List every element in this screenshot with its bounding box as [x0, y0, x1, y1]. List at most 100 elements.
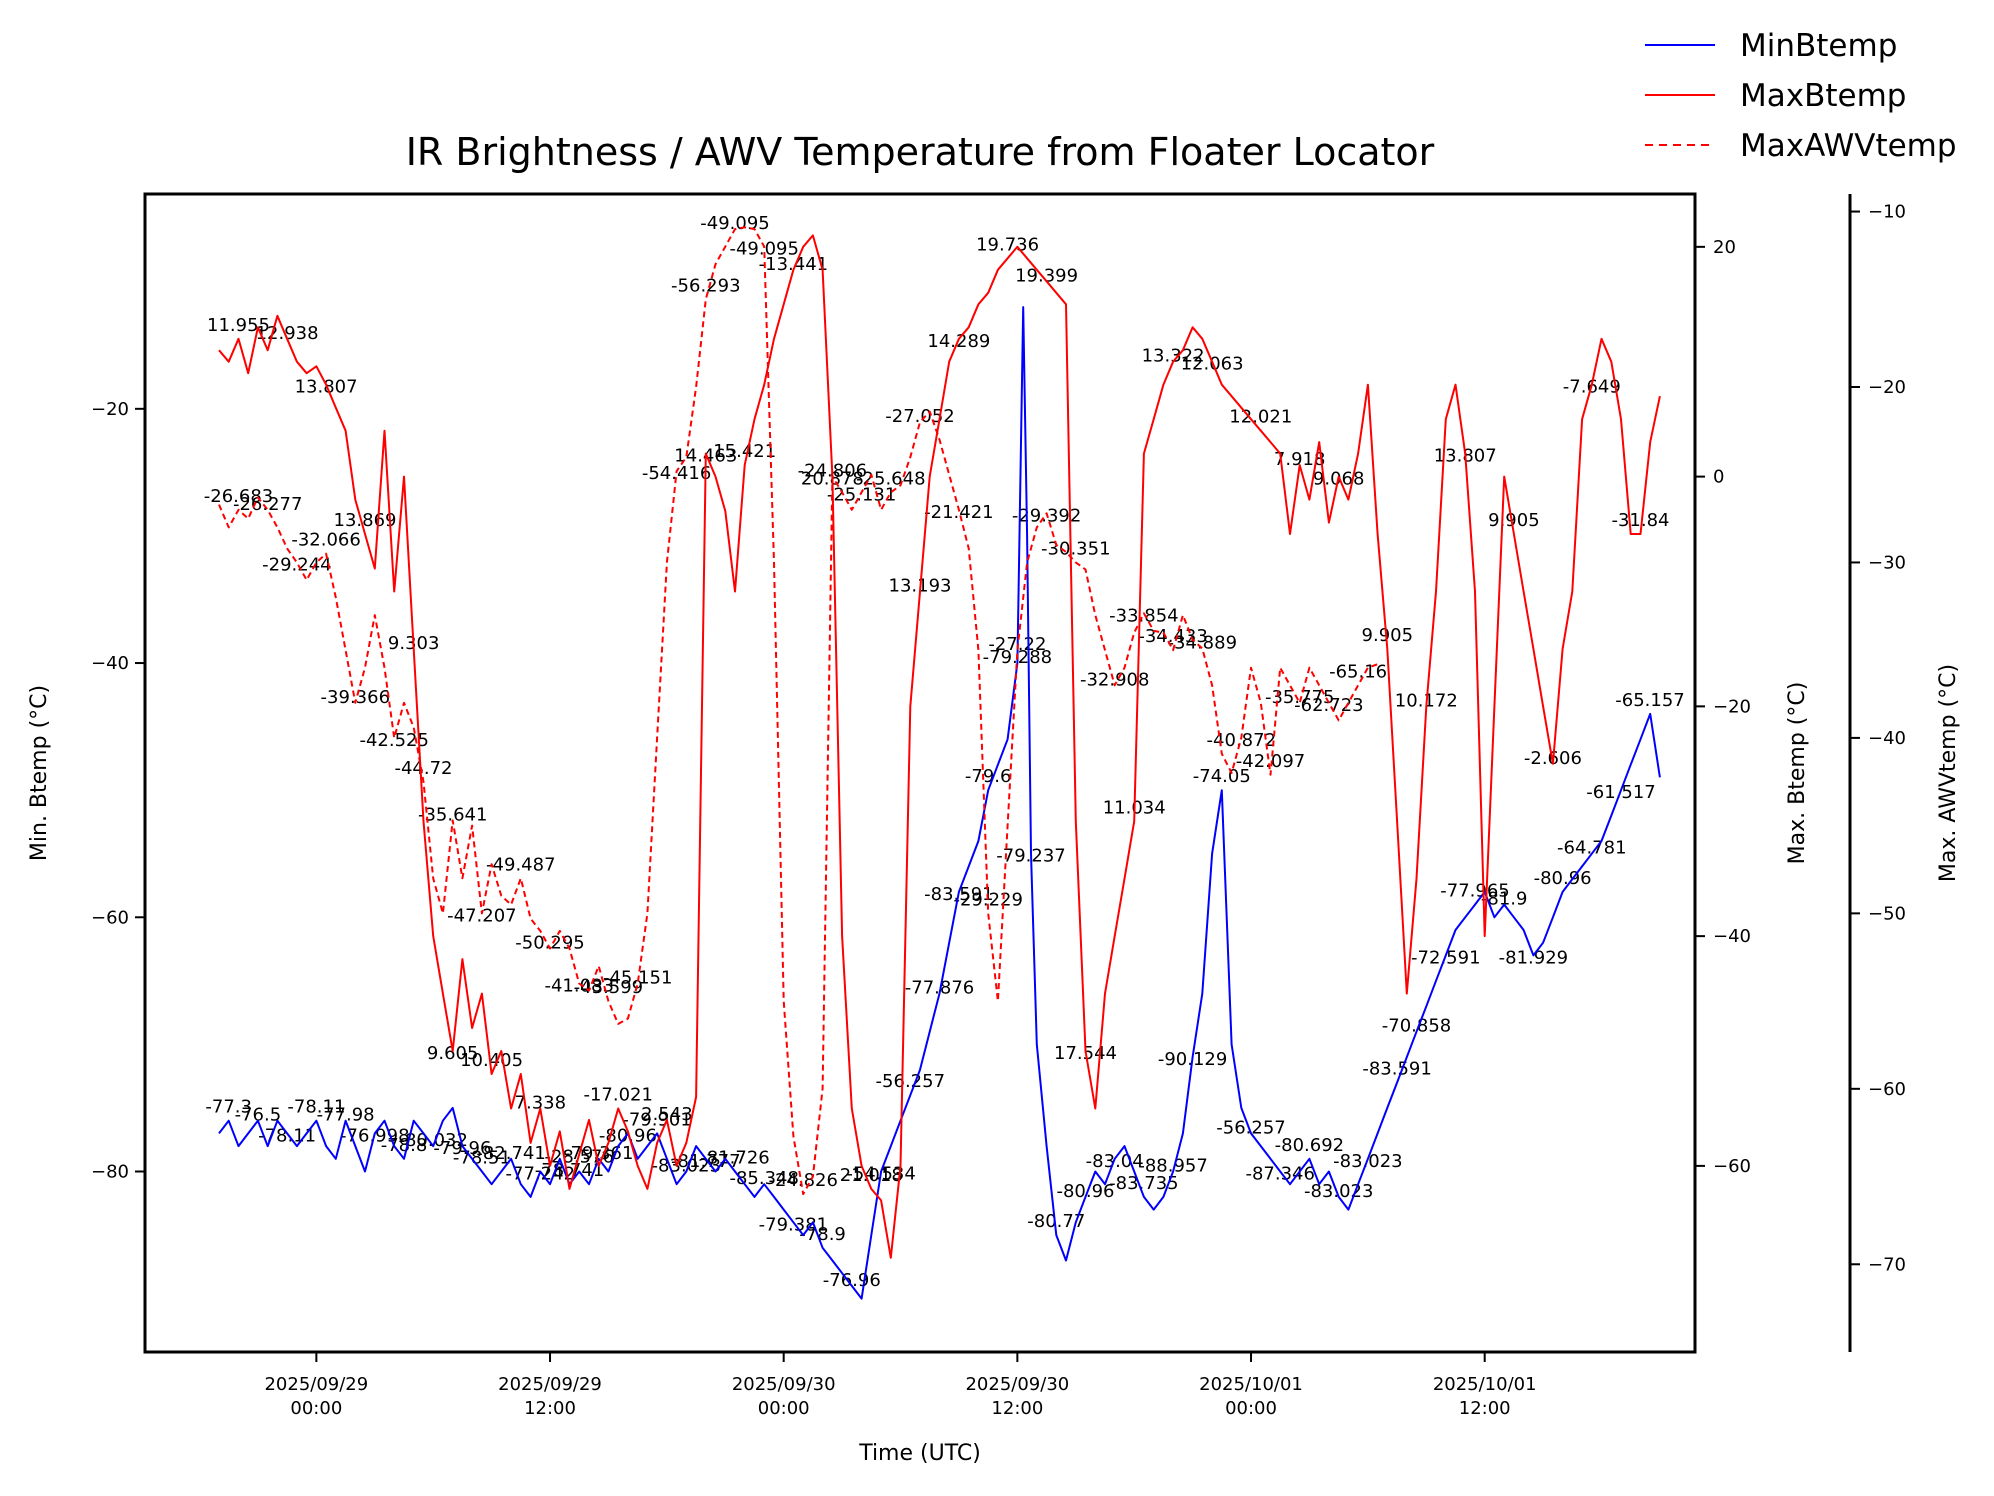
annotation-minbtemp-27: -79.6	[965, 766, 1012, 787]
annotation-minbtemp-37: -56.257	[1216, 1117, 1285, 1138]
annotation-maxbtemp-30: 9.905	[1488, 510, 1540, 531]
annotation-maxawv-7: -35.641	[418, 804, 487, 825]
annotation-minbtemp-47: -81.929	[1499, 947, 1568, 968]
y-right-tick-label-4: −60	[1713, 1156, 1751, 1177]
y-right2-tick-label-5: −60	[1868, 1079, 1906, 1100]
annotation-maxawv-31: -34.889	[1168, 632, 1237, 653]
annotation-maxbtemp-15: 21.018	[840, 1165, 903, 1186]
y-axis-right2-label: Max. AWVtemp (°C)	[1936, 664, 1961, 882]
annotation-minbtemp-22: -76.96	[823, 1270, 881, 1291]
annotation-minbtemp-45: -77.965	[1440, 881, 1509, 902]
x-tick-label-time-0: 00:00	[290, 1398, 342, 1419]
annotation-maxawv-14: -54.416	[642, 463, 711, 484]
x-tick-label-time-5: 12:00	[1459, 1398, 1511, 1419]
annotation-minbtemp-19: -85.348	[729, 1168, 798, 1189]
annotation-maxawv-9: -49.487	[486, 854, 555, 875]
y-right2-tick-label-4: −50	[1868, 903, 1906, 924]
annotation-maxawv-2: -29.244	[262, 555, 331, 576]
annotation-maxbtemp-10: 2.543	[641, 1104, 693, 1125]
annotation-maxawv-6: -44.72	[394, 758, 452, 779]
annotation-minbtemp-51: -65.157	[1615, 690, 1684, 711]
annotation-minbtemp-16: -83.023	[652, 1156, 721, 1177]
y-right2-tick-label-3: −40	[1868, 728, 1906, 749]
y-left-tick-label-1: −40	[91, 653, 129, 674]
plot-frame	[143, 192, 1697, 1354]
annotation-minbtemp-43: -70.858	[1382, 1016, 1451, 1037]
series-line-minbtemp	[218, 306, 1661, 1300]
annotation-maxbtemp-3: 13.869	[334, 510, 397, 531]
annotation-maxawv-29: -33.854	[1109, 605, 1178, 626]
x-tick-label-date-1: 2025/09/29	[498, 1374, 602, 1395]
x-axis-label: Time (UTC)	[858, 1441, 981, 1466]
annotation-maxawv-20: -25.131	[827, 484, 896, 505]
annotation-maxawv-24: -29.229	[953, 889, 1022, 910]
annotation-minbtemp-49: -64.781	[1557, 838, 1626, 859]
annotation-maxawv-21: -25.648	[856, 468, 925, 489]
y-left-tick-label-2: −60	[91, 907, 129, 928]
annotation-maxawv-23: -21.421	[924, 502, 993, 523]
annotation-maxawv-11: -41.083	[544, 976, 613, 997]
annotation-minbtemp-0: -77.3	[205, 1097, 252, 1118]
annotation-maxawv-18: -24.826	[768, 1170, 837, 1191]
y-axis-right-label: Max. Btemp (°C)	[1785, 682, 1810, 865]
annotation-maxawv-0: -26.683	[204, 486, 273, 507]
chart-title: IR Brightness / AWV Temperature from Flo…	[406, 130, 1435, 174]
annotation-minbtemp-10: -82.741	[476, 1143, 545, 1164]
annotation-maxbtemp-5: 9.605	[427, 1043, 479, 1064]
y-right-tick-label-0: 20	[1713, 237, 1736, 258]
annotation-maxawv-34: -35.775	[1265, 687, 1334, 708]
annotation-maxbtemp-33: -31.84	[1611, 510, 1669, 531]
x-tick-label-time-4: 00:00	[1225, 1398, 1277, 1419]
legend-label-minbtemp: MinBtemp	[1740, 28, 1897, 64]
y-right2-tick-label-0: −10	[1868, 202, 1906, 223]
legend-label-maxbtemp: MaxBtemp	[1740, 78, 1906, 114]
y-right-tick-label-1: 0	[1713, 467, 1724, 488]
series-line-maxawvtemp	[218, 226, 1378, 1196]
annotation-maxbtemp-25: 7.918	[1274, 449, 1326, 470]
annotation-maxawv-10: -50.295	[515, 933, 584, 954]
annotation-minbtemp-18: -81.726	[700, 1148, 769, 1169]
annotation-minbtemp-4: -77.98	[317, 1105, 375, 1126]
annotation-minbtemp-21: -78.9	[799, 1224, 846, 1245]
annotation-minbtemp-7: -80.032	[398, 1130, 467, 1151]
annotation-maxbtemp-12: 15.421	[713, 441, 776, 462]
annotation-maxbtemp-22: 13.322	[1142, 346, 1205, 367]
annotation-maxawv-27: -30.351	[1041, 539, 1110, 560]
annotation-maxbtemp-18: 19.736	[976, 234, 1039, 255]
legend: MinBtemp MaxBtemp MaxAWVtemp	[1645, 28, 1957, 164]
annotation-minbtemp-42: -83.591	[1362, 1059, 1431, 1080]
annotation-maxbtemp-19: 19.399	[1015, 265, 1078, 286]
x-tick-label-time-3: 12:00	[991, 1398, 1043, 1419]
annotation-minbtemp-20: -79.381	[759, 1214, 828, 1235]
annotation-minbtemp-48: -80.96	[1534, 868, 1592, 889]
annotation-maxawv-36: -65.16	[1329, 661, 1387, 682]
annotation-maxawv-4: -39.366	[321, 687, 390, 708]
annotation-minbtemp-1: -76.5	[235, 1105, 282, 1126]
annotation-minbtemp-40: -83.023	[1304, 1181, 1373, 1202]
x-tick-label-date-2: 2025/09/30	[732, 1374, 836, 1395]
annotation-minbtemp-39: -80.692	[1275, 1135, 1344, 1156]
annotation-maxawv-8: -47.207	[447, 905, 516, 926]
series-layer	[218, 226, 1661, 1300]
legend-label-maxawvtemp: MaxAWVtemp	[1740, 128, 1957, 164]
annotation-maxawv-33: -42.097	[1236, 751, 1305, 772]
annotation-maxbtemp-7: 7.338	[515, 1093, 567, 1114]
y-right2-tick-label-1: −20	[1868, 377, 1906, 398]
annotation-maxbtemp-9: -17.021	[583, 1085, 652, 1106]
y-right-tick-label-2: −20	[1713, 696, 1751, 717]
annotation-maxawv-3: -32.066	[291, 530, 360, 551]
annotation-maxawv-35: -62.723	[1294, 695, 1363, 716]
annotation-minbtemp-38: -87.346	[1245, 1164, 1314, 1185]
annotation-minbtemp-8: -79.96	[433, 1138, 491, 1159]
x-tick-label-date-3: 2025/09/30	[965, 1374, 1069, 1395]
annotation-maxawv-1: -26.277	[233, 494, 302, 515]
annotation-minbtemp-34: -88.957	[1138, 1156, 1207, 1177]
annotation-minbtemp-25: -77.876	[905, 978, 974, 999]
annotation-minbtemp-3: -78.11	[287, 1097, 345, 1118]
x-tick-label-time-2: 00:00	[758, 1398, 810, 1419]
axes-layer: 2025/09/29 00:00 2025/09/29 12:00 2025/09/30…	[91, 194, 1906, 1419]
annotation-minbtemp-46: -81.9	[1481, 889, 1528, 910]
annotation-minbtemp-31: -80.96	[1056, 1181, 1114, 1202]
